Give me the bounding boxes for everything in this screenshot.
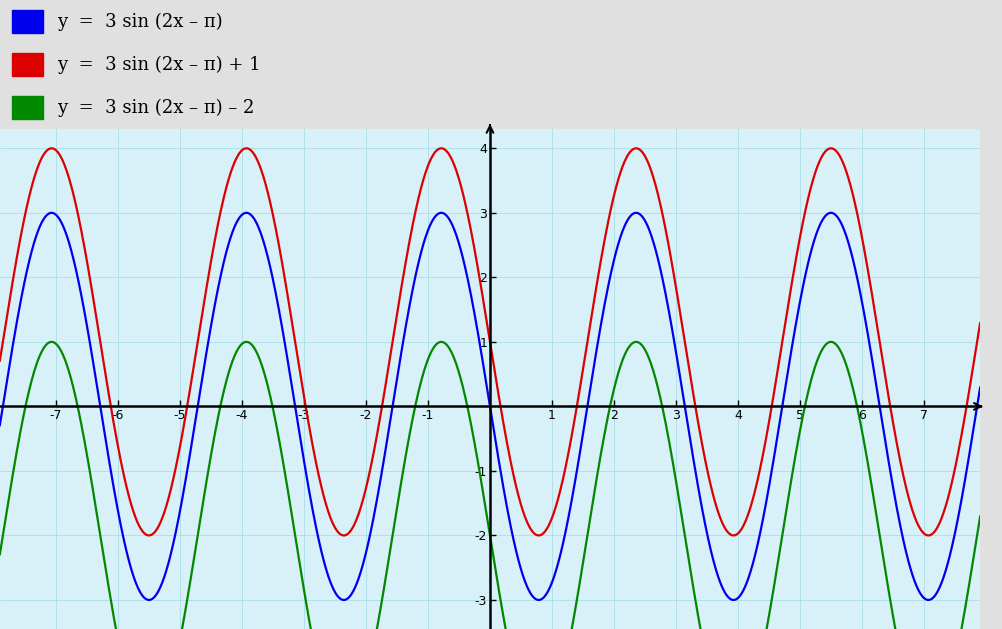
Text: y  =  3 sin (2x – π) + 1: y = 3 sin (2x – π) + 1: [57, 55, 261, 74]
Bar: [12, 96, 43, 119]
Bar: [12, 53, 43, 76]
Bar: [12, 10, 43, 33]
Text: y  =  3 sin (2x – π) – 2: y = 3 sin (2x – π) – 2: [57, 98, 255, 116]
Text: y  =  3 sin (2x – π): y = 3 sin (2x – π): [57, 13, 222, 31]
